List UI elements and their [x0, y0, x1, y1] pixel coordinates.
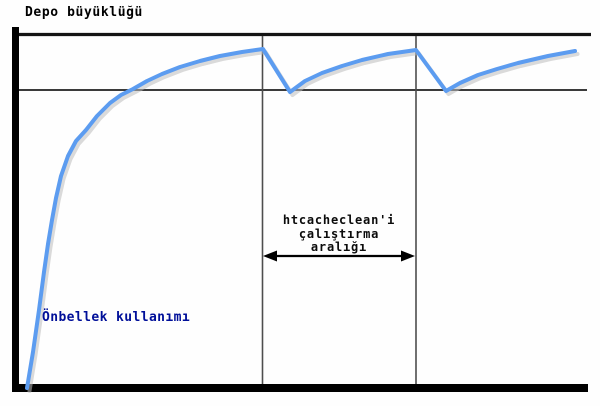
x-axis-bar — [12, 384, 588, 392]
clean-interval-label-line2: çalıştırma — [298, 226, 380, 241]
y-axis-bar — [12, 27, 19, 392]
cache-usage-curve — [25, 47, 577, 390]
clean-interval-label-line1: htcacheclean'i — [282, 213, 396, 227]
chart-title: Depo büyüklüğü — [25, 5, 143, 20]
interval-arrow-left-head — [263, 250, 277, 262]
cache-usage-curve-shadow — [27, 50, 580, 393]
cache-usage-label: Önbellek kullanımı — [42, 310, 191, 325]
clean-interval-label: htcacheclean'i çalıştırma aralığı — [262, 213, 416, 255]
interval-arrow — [263, 250, 415, 262]
clean-interval-label-line3: aralığı — [310, 240, 368, 254]
interval-arrow-right-head — [401, 250, 415, 262]
